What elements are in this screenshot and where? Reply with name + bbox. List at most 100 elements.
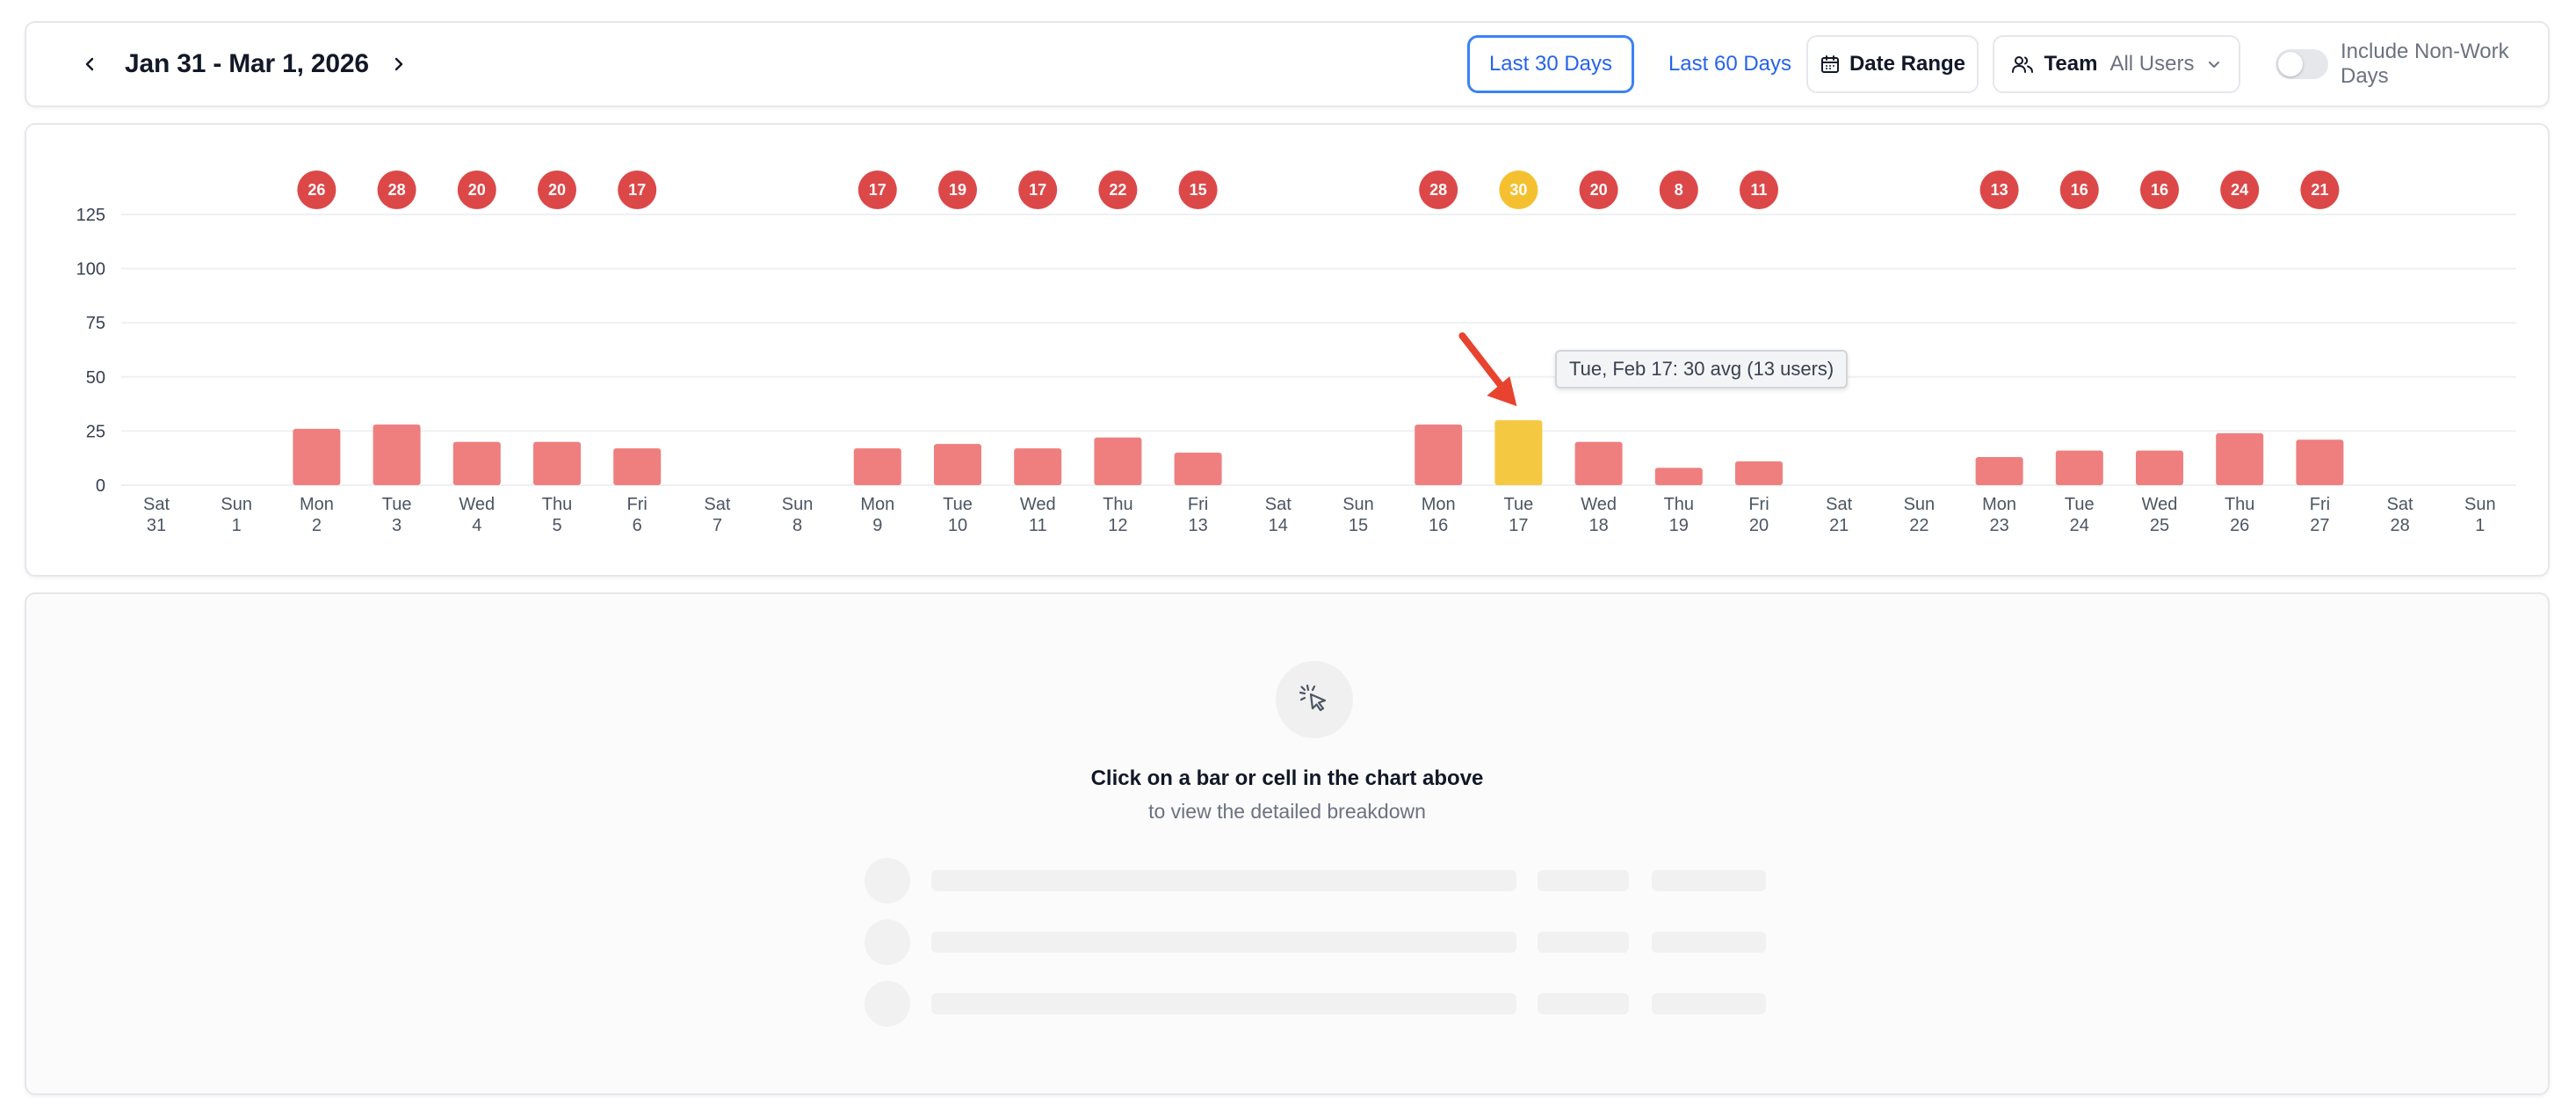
- x-tick-weekday: Sun: [782, 495, 814, 514]
- bar[interactable]: [2055, 450, 2103, 485]
- value-badge: [1979, 171, 2019, 209]
- last-30-days-button[interactable]: Last 30 Days: [1467, 35, 1634, 93]
- x-tick-weekday: Sun: [1342, 495, 1374, 514]
- pointer-icon-circle: [1276, 661, 1353, 738]
- bar[interactable]: [373, 425, 421, 485]
- team-select[interactable]: Team All Users: [1993, 35, 2240, 93]
- y-tick-label: 25: [86, 422, 105, 441]
- non-work-days-label: Include Non-Work Days: [2341, 40, 2509, 88]
- x-tick-date: 25: [2150, 516, 2169, 535]
- skeleton-line: [931, 993, 1516, 1014]
- x-tick-date: 27: [2310, 516, 2329, 535]
- skeleton-avatar: [865, 981, 910, 1027]
- value-badge-label: 28: [388, 181, 406, 199]
- bar[interactable]: [1494, 420, 1543, 485]
- skeleton-avatar: [865, 919, 910, 965]
- x-tick-weekday: Wed: [459, 495, 495, 514]
- date-range-title: Jan 31 - Mar 1, 2026: [125, 49, 369, 78]
- value-badge-label: 26: [308, 181, 325, 199]
- bar[interactable]: [452, 441, 501, 485]
- value-badge: [1098, 171, 1138, 209]
- x-tick-date: 5: [552, 516, 561, 535]
- x-tick-date: 16: [1429, 516, 1448, 535]
- skeleton-line: [1652, 870, 1766, 891]
- x-tick-weekday: Sun: [2464, 495, 2496, 514]
- x-tick-date: 26: [2230, 516, 2249, 535]
- x-tick-weekday: Mon: [300, 495, 334, 514]
- x-tick-date: 20: [1749, 516, 1769, 535]
- value-badge: [857, 171, 897, 209]
- x-tick-date: 11: [1029, 516, 1047, 535]
- value-badge: [2059, 171, 2099, 209]
- bar[interactable]: [2296, 439, 2344, 485]
- x-tick-date: 31: [147, 516, 166, 535]
- x-tick-weekday: Sat: [1265, 495, 1292, 514]
- bar[interactable]: [1094, 437, 1142, 485]
- header-toolbar: Jan 31 - Mar 1, 2026 Last 30 Days Last 6…: [25, 21, 2550, 107]
- last-60-days-button[interactable]: Last 60 Days: [1668, 52, 1792, 76]
- x-tick-date: 2: [312, 516, 322, 535]
- bar[interactable]: [2216, 432, 2264, 485]
- value-badge: [1579, 171, 1618, 209]
- bar[interactable]: [1574, 441, 1623, 485]
- value-badge: [938, 171, 977, 209]
- skeleton-line: [1538, 993, 1629, 1014]
- bar[interactable]: [1174, 453, 1222, 485]
- x-tick-date: 24: [2070, 516, 2089, 535]
- value-badge-label: 15: [1190, 181, 1207, 199]
- value-badge-label: 28: [1429, 181, 1447, 199]
- x-tick-weekday: Wed: [2142, 495, 2178, 514]
- x-tick-date: 28: [2390, 516, 2409, 535]
- value-badge: [2140, 171, 2179, 209]
- skeleton-line: [1652, 993, 1766, 1014]
- x-tick-date: 13: [1188, 516, 1207, 535]
- value-badge-label: 20: [468, 181, 486, 199]
- x-tick-date: 4: [472, 516, 481, 535]
- team-value: All Users: [2109, 52, 2195, 76]
- x-tick-date: 10: [948, 516, 967, 535]
- bar[interactable]: [1654, 468, 1703, 485]
- non-work-days-toggle[interactable]: [2276, 49, 2328, 79]
- toggle-knob: [2278, 52, 2303, 76]
- x-tick-weekday: Sun: [1904, 495, 1936, 514]
- bar[interactable]: [2136, 450, 2183, 485]
- x-tick-weekday: Tue: [382, 495, 412, 514]
- bar[interactable]: [934, 444, 981, 485]
- users-icon: [2011, 56, 2033, 73]
- x-tick-weekday: Thu: [542, 495, 572, 514]
- previous-period-button[interactable]: [81, 23, 98, 105]
- y-tick-label: 0: [96, 476, 105, 496]
- skeleton-line: [1652, 932, 1766, 953]
- x-tick-weekday: Thu: [1664, 495, 1694, 514]
- value-badge: [2220, 171, 2260, 209]
- bar[interactable]: [1014, 448, 1062, 485]
- team-label: Team: [2044, 52, 2098, 76]
- x-tick-date: 15: [1349, 516, 1368, 535]
- chart-card: 0 25 50 75 100 125 26 28 20 20 17 17 19 17 22 15 28 30 20…: [25, 123, 2550, 577]
- x-tick-date: 19: [1669, 516, 1689, 535]
- x-tick-weekday: Sun: [221, 495, 252, 514]
- x-tick-date: 18: [1588, 516, 1608, 535]
- bar[interactable]: [1415, 425, 1463, 485]
- detail-breakdown-panel: Click on a bar or cell in the chart abov…: [25, 592, 2550, 1095]
- value-badge-label: 13: [1991, 181, 2008, 199]
- x-tick-date: 8: [792, 516, 802, 535]
- value-badge-label: 20: [1590, 181, 1608, 199]
- bar[interactable]: [853, 448, 901, 485]
- x-tick-weekday: Tue: [2065, 495, 2095, 514]
- next-period-button[interactable]: [390, 23, 408, 105]
- bar[interactable]: [1735, 461, 1783, 485]
- y-tick-label: 50: [86, 368, 105, 388]
- y-tick-label: 100: [76, 260, 105, 280]
- date-range-button[interactable]: Date Range: [1806, 35, 1979, 93]
- bar[interactable]: [293, 428, 341, 485]
- chevron-right-icon: [394, 57, 403, 71]
- bar[interactable]: [533, 441, 581, 485]
- pointer-arrow-head: [1487, 376, 1517, 407]
- skeleton-line: [931, 870, 1516, 891]
- skeleton-row: [865, 919, 1769, 965]
- value-badge-label: 19: [949, 181, 966, 199]
- bar[interactable]: [1975, 456, 2023, 485]
- value-badge-label: 21: [2311, 181, 2328, 199]
- bar[interactable]: [613, 448, 662, 485]
